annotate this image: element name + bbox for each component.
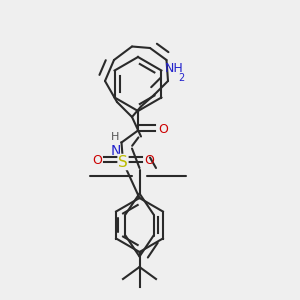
Text: O: O bbox=[92, 154, 102, 167]
Text: N: N bbox=[110, 144, 121, 158]
Text: 2: 2 bbox=[178, 73, 185, 83]
Text: S: S bbox=[118, 154, 128, 169]
Text: H: H bbox=[111, 132, 119, 142]
Text: NH: NH bbox=[164, 62, 183, 76]
Text: O: O bbox=[144, 154, 154, 167]
Text: O: O bbox=[158, 122, 168, 136]
